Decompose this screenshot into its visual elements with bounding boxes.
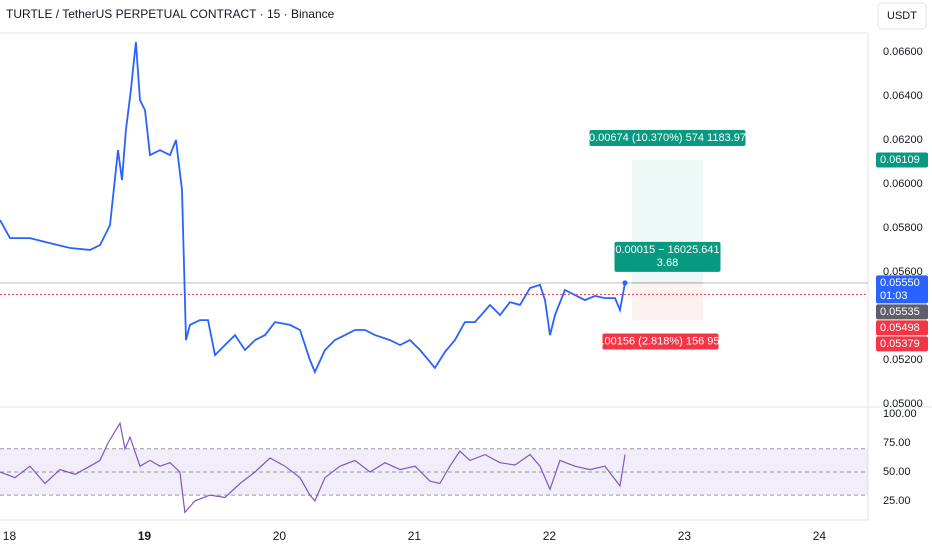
- price-badge-label: 0.05550: [880, 277, 920, 289]
- price-badge: [876, 275, 928, 304]
- price-badge: [876, 336, 928, 352]
- entry-label: 0.00015 − 16025.641: [615, 244, 719, 256]
- x-tick-label: 20: [273, 529, 287, 543]
- y-tick-label: 0.05200: [883, 354, 923, 366]
- y-tick-label: 0.06000: [883, 178, 923, 190]
- x-tick-label: 23: [678, 529, 692, 543]
- price-badge: [876, 304, 928, 320]
- price-line: [0, 42, 626, 375]
- x-tick-label: 24: [813, 529, 827, 543]
- price-badge-label: 0.05535: [880, 306, 920, 318]
- y-tick-label: 0.05000: [883, 398, 923, 410]
- stop-label: 0.00156 (2.818%) 156 950: [595, 335, 725, 347]
- rsi-line: [0, 421, 626, 514]
- target-badge: [589, 129, 746, 146]
- stop-zone: [632, 282, 703, 321]
- countdown: 01:03: [880, 290, 908, 302]
- y-tick-label: 0.05800: [883, 222, 923, 234]
- price-badge: [876, 320, 928, 336]
- y-tick-label: 100.00: [883, 408, 917, 420]
- currency[interactable]: USDT: [887, 10, 917, 22]
- x-tick-label: 18: [3, 529, 17, 543]
- y-tick-label: 0.05600: [883, 266, 923, 278]
- x-tick-label: 19: [138, 529, 152, 543]
- price-badge-label: 0.06109: [880, 154, 920, 166]
- x-tick-label: 21: [408, 529, 422, 543]
- y-tick-label: 25.00: [883, 495, 911, 507]
- y-tick-label: 0.06200: [883, 134, 923, 146]
- target-label: 0.00674 (10.370%) 574 1183.97: [589, 132, 746, 144]
- y-tick-label: 75.00: [883, 437, 911, 449]
- last-point: [622, 280, 628, 286]
- y-tick-label: 0.06600: [883, 46, 923, 58]
- x-tick-label: 22: [543, 529, 557, 543]
- y-tick-label: 0.06400: [883, 90, 923, 102]
- entry-label: 3.68: [657, 257, 678, 269]
- chart-title: TURTLE / TetherUS PERPETUAL CONTRACT · 1…: [6, 7, 335, 21]
- stop-badge: [602, 333, 719, 350]
- y-tick-label: 50.00: [883, 466, 911, 478]
- price-badge-label: 0.05498: [880, 322, 920, 334]
- price-badge-label: 0.05379: [880, 338, 920, 350]
- entry-badge: [614, 241, 721, 272]
- price-badge: [876, 152, 928, 168]
- currency-button[interactable]: [877, 2, 927, 30]
